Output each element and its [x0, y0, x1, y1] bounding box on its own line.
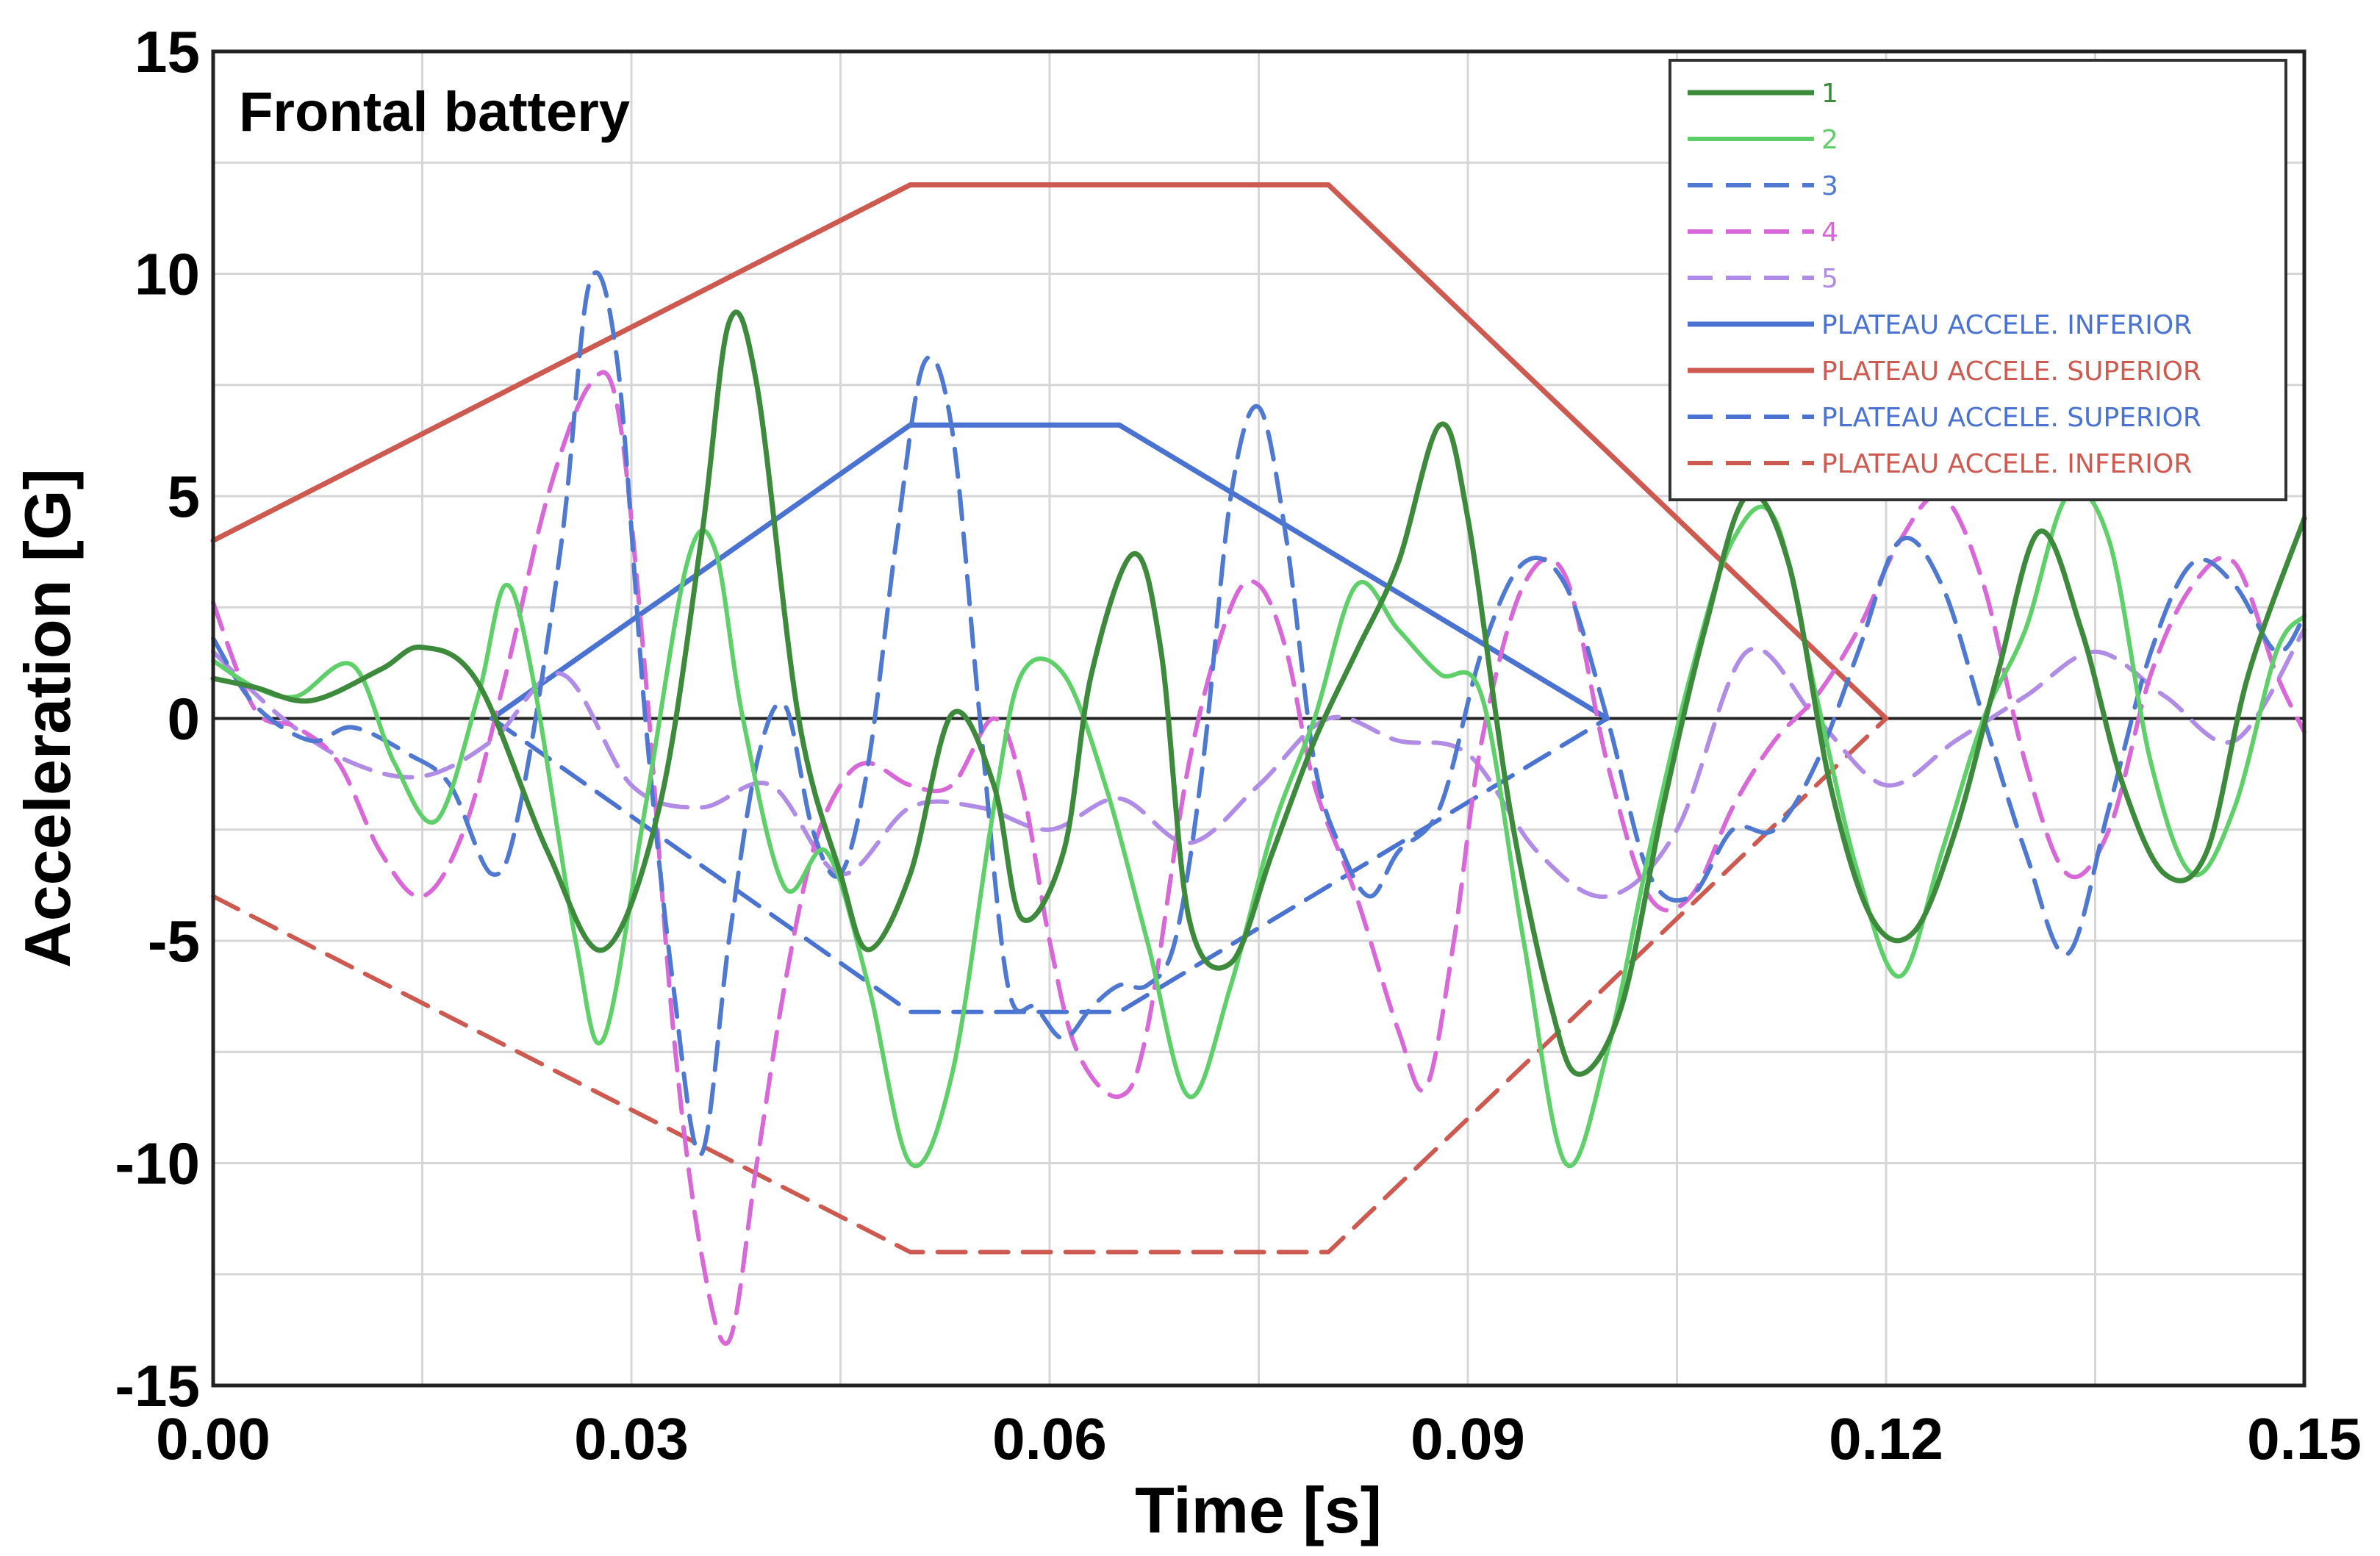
x-axis-ticks: 0.00 0.03 0.06 0.09 0.12 0.15 [156, 1406, 2362, 1471]
x-tick-label: 0.06 [992, 1406, 1107, 1471]
legend: 1 2 3 4 5 PLATEAU ACCELE. INFERIOR PLATEAU ACC… [1668, 59, 2287, 501]
y-tick-label: 15 [135, 19, 200, 85]
legend-label: 5 [1821, 264, 1838, 294]
legend-label: PLATEAU ACCELE. INFERIOR [1821, 310, 2192, 340]
y-axis-ticks: 15 10 5 0 -5 -10 -15 [115, 19, 200, 1419]
series-layer [210, 182, 2307, 1346]
x-tick-label: 0.15 [2247, 1406, 2362, 1471]
series-line-6 [489, 422, 1610, 721]
legend-label: 1 [1821, 79, 1838, 109]
legend-label: PLATEAU ACCELE. INFERIOR [1821, 449, 2192, 479]
series-line-7 [210, 182, 1889, 721]
x-tick-label: 0.12 [1829, 1406, 1943, 1471]
y-tick-label: -15 [115, 1353, 200, 1419]
series-line-9 [211, 716, 1888, 1255]
y-tick-label: -5 [148, 908, 200, 974]
y-tick-label: 5 [168, 464, 201, 529]
series-line-4 [211, 370, 2306, 1346]
series-line-3 [211, 270, 2306, 1157]
legend-box [1668, 59, 2287, 501]
x-tick-label: 0.03 [574, 1406, 689, 1471]
y-tick-label: 10 [135, 242, 200, 307]
chart-title: Frontal battery [239, 81, 630, 143]
legend-label: PLATEAU ACCELE. SUPERIOR [1821, 403, 2201, 433]
legend-label: PLATEAU ACCELE. SUPERIOR [1821, 356, 2201, 387]
legend-label: 2 [1821, 125, 1838, 155]
series-line-1 [210, 309, 2307, 1077]
x-tick-label: 0.09 [1411, 1406, 1525, 1471]
plot-frame [211, 49, 2306, 1388]
legend-label: 3 [1821, 171, 1838, 201]
x-axis-label: Time [s] [1135, 1474, 1382, 1546]
y-axis-label: Acceleration [G] [11, 468, 84, 968]
series-line-5 [211, 627, 2306, 899]
y-tick-label: -10 [115, 1131, 200, 1197]
x-tick-label: 0.00 [156, 1406, 270, 1471]
series-line-8 [490, 716, 1610, 1014]
series-line-2 [211, 488, 2306, 1169]
legend-items: 1 2 3 4 5 PLATEAU ACCELE. INFERIOR PLATEAU ACC… [1688, 79, 2201, 479]
legend-label: 4 [1821, 218, 1838, 248]
y-tick-label: 0 [168, 686, 201, 752]
